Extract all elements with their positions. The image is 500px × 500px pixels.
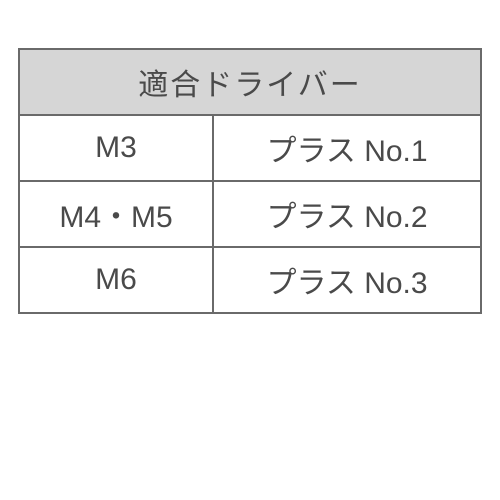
cell-size: M4・M5	[19, 181, 213, 247]
cell-driver: プラス No.2	[213, 181, 481, 247]
table-row: M3 プラス No.1	[19, 115, 481, 181]
cell-driver: プラス No.3	[213, 247, 481, 313]
cell-size: M6	[19, 247, 213, 313]
cell-driver: プラス No.1	[213, 115, 481, 181]
cell-size: M3	[19, 115, 213, 181]
table-row: M4・M5 プラス No.2	[19, 181, 481, 247]
table-row: M6 プラス No.3	[19, 247, 481, 313]
compat-driver-table: 適合ドライバー M3 プラス No.1 M4・M5 プラス No.2 M6 プラ…	[18, 48, 482, 314]
table-header: 適合ドライバー	[19, 49, 481, 115]
